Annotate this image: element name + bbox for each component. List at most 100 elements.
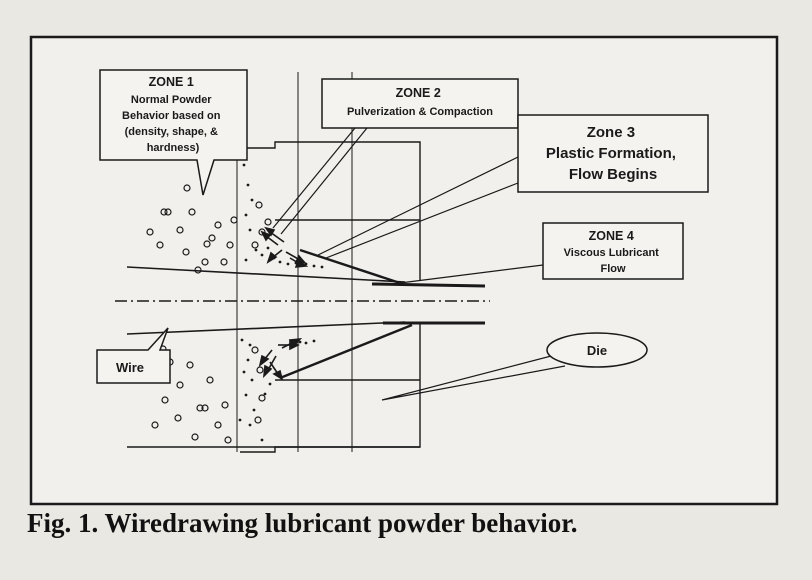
wire-label: Wire (116, 360, 144, 375)
powder-particle (203, 240, 211, 248)
powder-particle (214, 421, 222, 429)
zone3-line-1: Zone 3 (587, 124, 635, 141)
powder-particle (174, 414, 182, 422)
zone1-line-1: ZONE 1 (149, 75, 194, 89)
die-callout: Die (381, 332, 648, 401)
zone4-callout-box (542, 222, 684, 280)
powder-dot (266, 246, 270, 250)
powder-dot (254, 248, 258, 252)
powder-particle (254, 416, 262, 424)
powder-particle (186, 361, 194, 369)
powder-dot (248, 423, 252, 427)
zone4-line-3: Flow (600, 263, 625, 275)
powder-particle (196, 404, 204, 412)
powder-particle (264, 218, 272, 226)
zone2-leader-a (272, 127, 356, 229)
powder-particle (151, 421, 159, 429)
svg-text:ZONE 1 Normal Powder: ZONE 1 Normal Powder Behavior based on (… (122, 75, 224, 154)
wire-callout: Wire (96, 327, 171, 384)
powder-particle (251, 241, 259, 249)
powder-dot (242, 370, 246, 374)
zone3-line-3: Flow Begins (569, 166, 657, 183)
die-callout-ellipse (546, 332, 648, 368)
zone2-callout-box (321, 78, 519, 129)
zone4-line-2: Viscous Lubricant (564, 247, 659, 259)
zone1-line-2: Normal Powder (131, 94, 212, 106)
powder-dot (238, 418, 242, 422)
zone3-callout-box (517, 114, 709, 193)
powder-particle (164, 208, 172, 216)
powder-particle (146, 228, 154, 236)
powder-particle (183, 184, 191, 192)
die-lower-cone (279, 323, 413, 380)
flow-arrows-upper (260, 226, 309, 268)
zone3-leader-a (317, 156, 519, 256)
powder-particle (214, 221, 222, 229)
die-leader (381, 354, 566, 401)
powder-dot (244, 393, 248, 397)
powder-particle (160, 208, 168, 216)
svg-text:Zone 3 Plastic Formation: Zone 3 Plastic Formation, Flow Begins (546, 124, 680, 183)
die-upper-body (240, 141, 421, 280)
powder-particle (258, 228, 266, 236)
powder-dot (252, 408, 256, 412)
zone2-callout: ZONE 2 Pulverization & Compaction (272, 78, 519, 235)
powder-particle (156, 241, 164, 249)
powder-dot (260, 253, 264, 257)
powder-dot (244, 258, 248, 262)
powder-dot (244, 213, 248, 217)
powder-dot (278, 260, 282, 264)
powder-dot (312, 264, 316, 268)
powder-particle (161, 396, 169, 404)
powder-dot (250, 198, 254, 202)
powder-particle (226, 241, 234, 249)
powder-particle (191, 433, 199, 441)
zone1-line-3: Behavior based on (122, 110, 221, 122)
powder-particle (220, 258, 228, 266)
zone2-leader-b (280, 127, 368, 235)
zone1-line-4: (density, shape, & (125, 126, 218, 138)
powder-particle (256, 366, 264, 374)
powder-particle (188, 208, 196, 216)
powder-particle (201, 258, 209, 266)
zone1-line-5: hardness) (147, 142, 200, 154)
powder-dot (246, 183, 250, 187)
powder-dot (250, 378, 254, 382)
powder-dot (320, 265, 324, 269)
powder-dot (260, 438, 264, 442)
powder-particle (194, 266, 202, 274)
powder-dot (268, 382, 272, 386)
powder-particles (146, 184, 272, 444)
die-label: Die (587, 343, 607, 358)
zone1-callout: ZONE 1 Normal Powder Behavior based on (… (99, 69, 248, 196)
powder-particle (208, 234, 216, 242)
powder-particle (255, 201, 263, 209)
wire-upper-surface (126, 266, 406, 283)
wire-upper-exit (371, 282, 486, 288)
powder-dot (312, 339, 316, 343)
powder-dot (248, 343, 252, 347)
wire-lower-surface (126, 321, 406, 335)
die-upper-cone (299, 248, 401, 285)
powder-particle (230, 216, 238, 224)
powder-particle (251, 346, 259, 354)
powder-particle (176, 381, 184, 389)
svg-text:ZONE 2 Pulverization & C: ZONE 2 Pulverization & Compaction (347, 86, 493, 118)
flow-arrows-lower (258, 337, 303, 381)
powder-dot (298, 340, 302, 344)
wire-callout-box (96, 327, 171, 384)
zone3-leader-b (325, 182, 519, 259)
powder-dot (263, 392, 267, 396)
zone4-leader (399, 264, 544, 284)
zone4-line-1: ZONE 4 (589, 229, 634, 243)
zone3-callout: Zone 3 Plastic Formation, Flow Begins (317, 114, 709, 259)
powder-dot (246, 358, 250, 362)
powder-dot (240, 338, 244, 342)
zone1-callout-box (99, 69, 248, 196)
zone2-line-1: ZONE 2 (396, 86, 441, 100)
zone2-line-2: Pulverization & Compaction (347, 106, 493, 118)
powder-dot (248, 228, 252, 232)
powder-particle (221, 401, 229, 409)
zone3-line-2: Plastic Formation, (546, 145, 676, 162)
